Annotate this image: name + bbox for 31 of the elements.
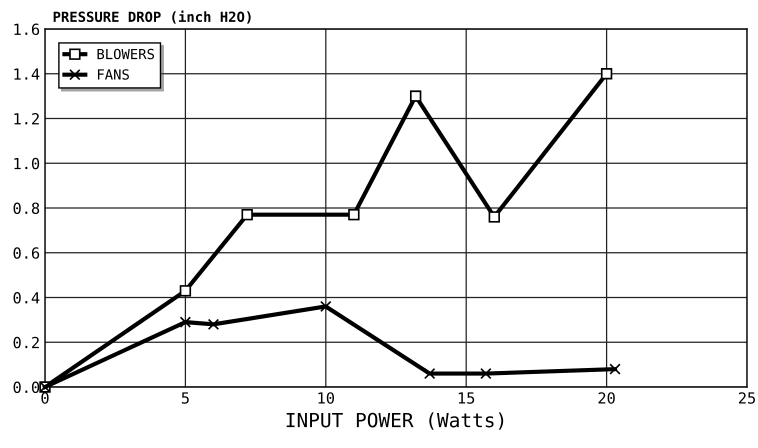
point (410, 90, 422, 102)
y-tick-label: 1.6 (14, 24, 40, 36)
point (609, 363, 621, 375)
x-tick-label: 10 (318, 392, 334, 404)
x-tick-label: 20 (598, 392, 615, 404)
x-tick-label: 15 (458, 392, 474, 404)
legend-label: BLOWERS (98, 48, 154, 60)
point (320, 300, 332, 312)
point (424, 368, 436, 380)
legend-label: FANS (98, 69, 129, 80)
x-tick-label: 5 (182, 392, 189, 404)
point (480, 368, 492, 380)
y-tick-label: 0.6 (14, 247, 40, 259)
y-tick-label: 0.8 (14, 202, 40, 214)
x-tick-label: 25 (738, 392, 755, 404)
y-tick-label: 1.2 (14, 113, 39, 124)
y-tick-label: 0.2 (14, 336, 39, 348)
y-tick-label: 1.4 (14, 68, 40, 80)
point (208, 318, 220, 330)
point (241, 209, 253, 220)
point (348, 209, 360, 220)
point (180, 316, 192, 328)
point (600, 68, 612, 80)
point (180, 285, 192, 296)
chart-title: PRESSURE DROP (inch H2O) (54, 10, 251, 24)
x-tick-label: 0 (41, 392, 49, 404)
y-tick-label: 1.0 (14, 158, 40, 170)
y-tick-label: 0.4 (14, 292, 40, 304)
point (488, 211, 500, 223)
y-tick-label: 0.0 (14, 382, 40, 394)
x-axis-title: INPUT POWER (Watts) (286, 412, 504, 430)
